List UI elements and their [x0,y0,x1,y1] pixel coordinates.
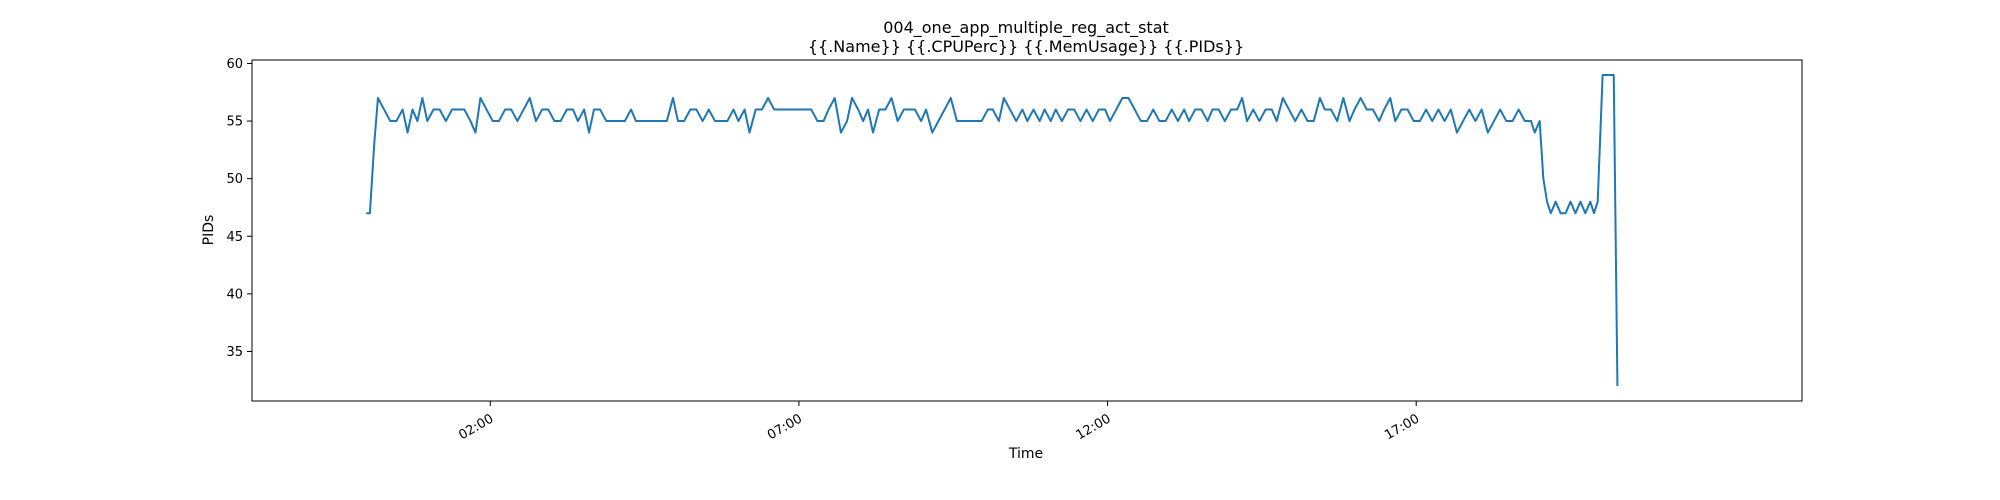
y-tick-label: 40 [226,287,243,302]
y-tick-label: 60 [226,57,243,72]
series-line [366,73,1619,387]
y-axis: 35 40 45 50 55 60 [226,57,252,360]
x-axis-label: Time [1008,446,1043,462]
y-tick-label: 45 [226,230,243,245]
chart-subtitle: {{.Name}} {{.CPUPerc}} {{.MemUsage}} {{.… [808,37,1244,56]
y-tick-label: 35 [226,345,243,360]
y-tick-label: 50 [226,172,243,187]
plot-frame [251,59,1803,402]
y-axis-label: PIDs [201,215,217,246]
series-layer [366,73,1619,387]
y-tick-label: 55 [226,115,243,130]
chart-title: 004_one_app_multiple_reg_act_stat [883,18,1169,38]
